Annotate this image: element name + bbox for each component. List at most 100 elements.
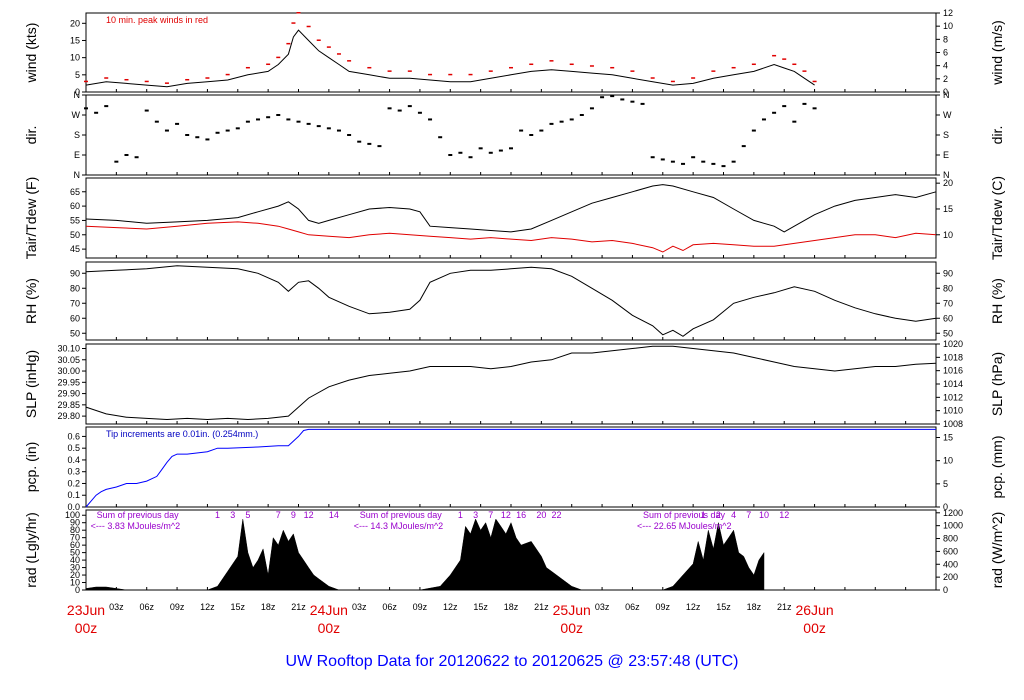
radiation-hour-mark: 12 xyxy=(501,510,511,520)
panel-rad: 0102030405060708090100020040060080010001… xyxy=(23,508,1005,595)
direction-point xyxy=(286,118,291,121)
direction-point xyxy=(478,147,483,150)
peak-wind-point xyxy=(266,63,271,66)
radiation-hour-mark: 5 xyxy=(245,510,250,520)
panel-frame-pcp xyxy=(85,426,937,508)
direction-point xyxy=(256,118,261,121)
direction-point xyxy=(761,118,766,121)
direction-point xyxy=(569,118,574,121)
right-tick-label: 2 xyxy=(943,74,948,84)
hour-label: 12z xyxy=(686,602,701,612)
right-tick-label: 1016 xyxy=(943,366,963,376)
right-tick-label: 8 xyxy=(943,34,948,44)
ylabel-right-dir: dir. xyxy=(989,126,1005,145)
direction-point xyxy=(630,100,635,103)
peak-wind-point xyxy=(185,78,190,81)
right-tick-label: 1200 xyxy=(943,508,963,518)
left-tick-label: 30.05 xyxy=(57,355,80,365)
series-line-sea-level-pressure xyxy=(85,345,937,421)
peak-wind-point xyxy=(772,54,777,57)
right-tick-label: 70 xyxy=(943,298,953,308)
left-tick-label: 80 xyxy=(70,525,80,535)
daily-sum-heading: Sum of previous day xyxy=(360,510,443,520)
direction-point xyxy=(296,120,301,123)
direction-point xyxy=(387,107,392,110)
hour-label: 18z xyxy=(747,602,762,612)
direction-point xyxy=(417,111,422,114)
radiation-hour-mark: 22 xyxy=(552,510,562,520)
hour-label: 03z xyxy=(352,602,367,612)
left-tick-label: 10 xyxy=(70,578,80,588)
left-tick-label: 80 xyxy=(70,283,80,293)
direction-point xyxy=(235,127,240,130)
hour-label: 03z xyxy=(109,602,124,612)
right-tick-label: 15 xyxy=(943,204,953,214)
ylabel-left-dir: dir. xyxy=(23,126,39,145)
hour-label: 21z xyxy=(777,602,792,612)
left-tick-label: 30 xyxy=(70,563,80,573)
right-tick-label: 80 xyxy=(943,283,953,293)
direction-point xyxy=(225,129,230,132)
direction-point xyxy=(438,136,443,139)
radiation-hour-mark: 7 xyxy=(746,510,751,520)
peak-wind-point xyxy=(670,80,675,83)
peak-wind-point xyxy=(407,70,412,72)
panel-rh: 50 60 70 80 90 50 60 70 80 90 RH (%) RH (%) xyxy=(23,261,1005,341)
direction-point xyxy=(741,145,746,148)
figure-title: UW Rooftop Data for 20120622 to 20120625… xyxy=(286,653,739,670)
hour-label: 09z xyxy=(170,602,185,612)
right-tick-label: 400 xyxy=(943,559,958,569)
hour-label: 03z xyxy=(595,602,610,612)
direction-point xyxy=(579,114,584,116)
radiation-area xyxy=(85,518,765,591)
hour-label: 06z xyxy=(625,602,640,612)
peak-wind-point xyxy=(84,80,88,83)
peak-wind-point xyxy=(468,73,473,76)
left-tick-label: 0.5 xyxy=(67,443,80,453)
direction-point xyxy=(782,105,787,108)
series-line-air-temperature xyxy=(85,184,937,233)
direction-point xyxy=(802,102,807,105)
left-tick-label: 0.0 xyxy=(67,502,80,512)
daily-sum-value: <--- 22.65 MJoules/m^2 xyxy=(637,521,732,531)
peak-wind-point xyxy=(488,70,493,72)
direction-point xyxy=(539,129,544,132)
right-tick-label: 1018 xyxy=(943,352,963,362)
left-tick-label: 29.90 xyxy=(57,389,80,399)
peak-wind-point xyxy=(569,63,574,66)
peak-wind-point xyxy=(326,46,331,48)
direction-point xyxy=(660,158,665,161)
radiation-hour-mark: 16 xyxy=(516,510,526,520)
direction-point xyxy=(195,136,200,139)
time-axis: 03z 06z 09z 12z 15z 18z 21z 03z 06z 09z 12z 15z 18z 2… xyxy=(67,602,834,636)
direction-point xyxy=(620,98,625,101)
right-tick-label: 800 xyxy=(943,534,958,544)
direction-point xyxy=(812,107,817,110)
right-tick-label: 50 xyxy=(943,328,953,338)
radiation-hour-mark: 9 xyxy=(291,510,296,520)
series-line-cumulative-precipitation xyxy=(85,428,936,508)
left-tick-label: N xyxy=(74,90,81,100)
direction-point xyxy=(367,142,372,145)
direction-point xyxy=(549,122,554,125)
direction-point xyxy=(134,156,139,159)
daily-sum-heading: Sum of previous day xyxy=(643,510,726,520)
direction-point xyxy=(124,154,129,156)
left-tick-label: 90 xyxy=(70,268,80,278)
direction-point xyxy=(701,160,706,163)
direction-point xyxy=(94,111,99,114)
direction-point xyxy=(509,147,513,150)
direction-point xyxy=(377,145,382,148)
ylabel-left-slp: SLP (inHg) xyxy=(23,350,39,418)
left-tick-label: 70 xyxy=(70,533,80,543)
direction-point xyxy=(276,114,281,116)
direction-point xyxy=(144,109,149,112)
hour-label: 21z xyxy=(291,602,306,612)
left-tick-label: 40 xyxy=(70,555,80,565)
radiation-hour-mark: 3 xyxy=(230,510,235,520)
hour-label: 15z xyxy=(231,602,246,612)
right-tick-label: 20 xyxy=(943,178,953,188)
